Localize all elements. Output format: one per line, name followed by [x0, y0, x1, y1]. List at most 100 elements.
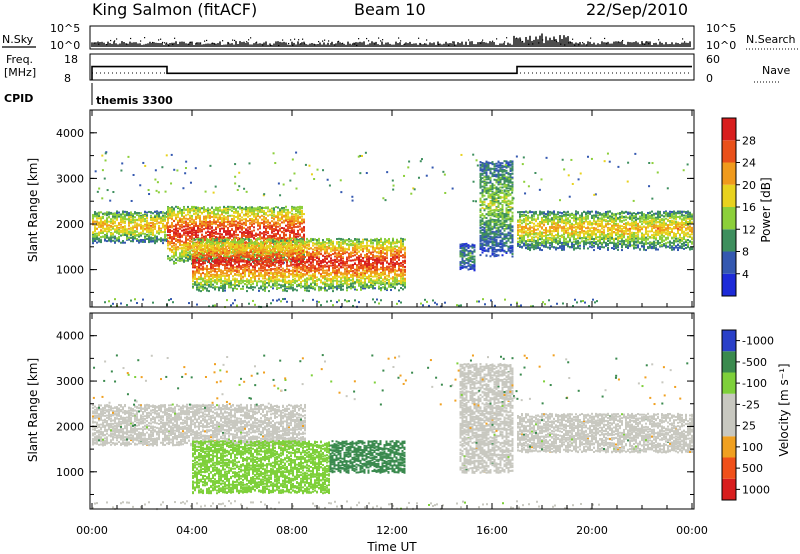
data-cell [281, 236, 283, 239]
data-cell [173, 253, 175, 256]
data-cell [269, 213, 271, 216]
data-cell [138, 239, 140, 242]
data-cell [303, 236, 305, 239]
data-cell [94, 228, 96, 231]
data-cell [185, 217, 187, 220]
nsearch-dot [572, 38, 574, 40]
data-cell [179, 253, 181, 256]
data-cell [247, 209, 249, 212]
data-cell [126, 228, 128, 231]
data-cell [228, 285, 230, 288]
data-cell [220, 255, 222, 258]
data-cell [128, 238, 130, 241]
data-cell [275, 232, 277, 235]
data-cell [189, 211, 191, 214]
data-cell [222, 259, 224, 262]
data-cell [136, 238, 138, 241]
data-cell [223, 221, 225, 224]
data-cell [246, 243, 248, 246]
data-cell [207, 230, 209, 233]
data-cell [219, 209, 221, 212]
data-cell [214, 280, 216, 283]
data-cell [216, 279, 218, 282]
data-cell [242, 272, 244, 275]
data-cell [144, 240, 146, 243]
data-cell [241, 232, 243, 235]
data-cell [303, 219, 305, 222]
data-cell [224, 253, 226, 256]
data-cell [122, 219, 124, 222]
data-cell [128, 221, 130, 224]
data-cell [202, 279, 204, 282]
data-cell [236, 284, 238, 287]
data-cell [198, 253, 200, 256]
data-cell [158, 214, 160, 217]
data-cell [243, 226, 245, 229]
data-cell [197, 227, 199, 230]
data-cell [243, 218, 245, 221]
data-cell [154, 219, 156, 222]
data-cell [114, 213, 116, 216]
data-cell [289, 220, 291, 223]
data-cell [167, 209, 169, 212]
data-cell [225, 206, 227, 209]
data-cell [221, 211, 223, 214]
data-cell [200, 241, 202, 244]
data-cell [200, 247, 202, 250]
data-cell [197, 210, 199, 213]
data-cell [138, 212, 140, 215]
data-cell [200, 258, 202, 261]
beam-title: Beam 10 [354, 0, 426, 19]
data-cell [191, 226, 193, 229]
data-cell [234, 258, 236, 261]
nsearch-dot [398, 37, 400, 39]
data-cell [196, 244, 198, 247]
data-cell [277, 229, 279, 232]
data-cell [215, 236, 217, 239]
data-cell [152, 221, 154, 224]
nsearch-dot [288, 42, 290, 45]
data-cell [198, 283, 200, 286]
nsearch-dot [98, 43, 100, 45]
freq-label: Freq. [6, 53, 33, 66]
data-cell [222, 244, 224, 247]
data-cell [228, 269, 230, 272]
data-cell [209, 233, 211, 236]
nsearch-dot [222, 40, 224, 42]
data-cell [223, 225, 225, 228]
data-cell [283, 219, 285, 222]
data-cell [246, 290, 248, 293]
data-cell [162, 239, 164, 242]
data-cell [222, 249, 224, 252]
data-cell [162, 223, 164, 226]
data-cell [275, 216, 277, 219]
data-cell [207, 208, 209, 211]
nsearch-dot [378, 37, 380, 39]
data-cell [189, 224, 191, 227]
data-cell [232, 264, 234, 267]
data-cell [249, 233, 251, 236]
nsearch-dot [158, 39, 160, 41]
data-cell [192, 270, 194, 273]
data-cell [259, 226, 261, 229]
data-cell [224, 247, 226, 250]
data-cell [225, 245, 227, 248]
data-cell [160, 218, 162, 221]
data-cell [185, 259, 187, 262]
data-cell [227, 255, 229, 258]
nsearch-dot [506, 37, 508, 39]
data-cell [162, 225, 164, 228]
data-cell [218, 246, 220, 249]
data-cell [231, 233, 233, 236]
data-cell [92, 239, 94, 242]
data-cell [173, 251, 175, 254]
nsky-label: N.Sky [2, 33, 34, 46]
data-cell [261, 236, 263, 239]
nsearch-dot [126, 43, 128, 45]
data-cell [177, 256, 179, 259]
data-cell [124, 214, 126, 217]
data-cell [206, 279, 208, 282]
data-cell [239, 219, 241, 222]
data-cell [242, 266, 244, 269]
data-cell [106, 217, 108, 220]
